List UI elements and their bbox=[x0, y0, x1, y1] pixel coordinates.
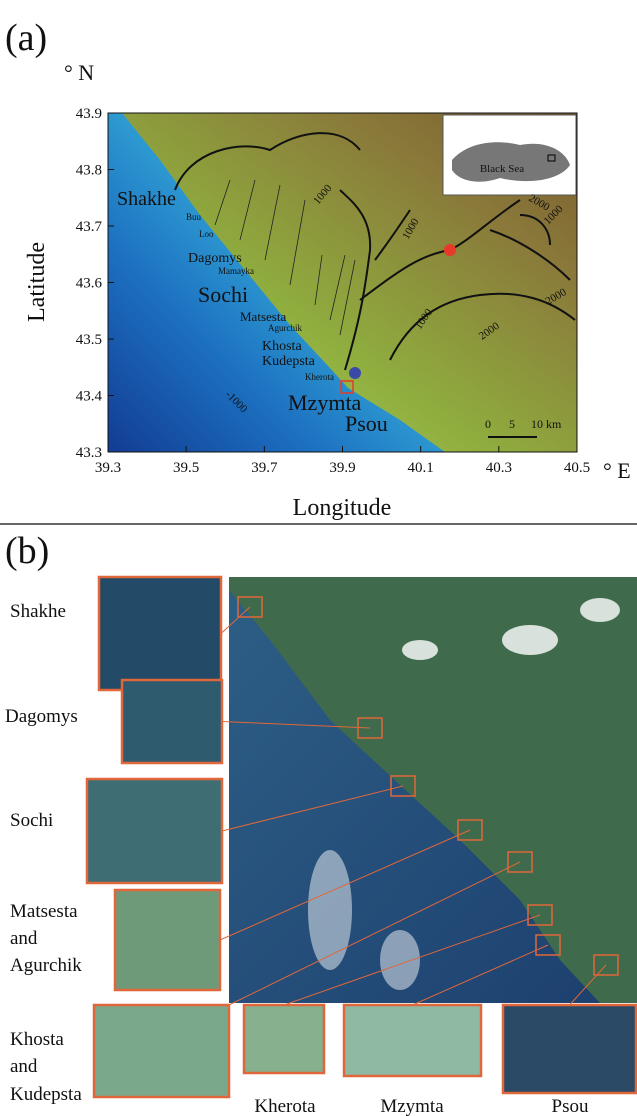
thumbnail-label: and bbox=[10, 1056, 38, 1077]
place-label: Agurchik bbox=[268, 323, 302, 333]
y-tick-label: 43.6 bbox=[76, 276, 103, 292]
place-label: Buu bbox=[186, 212, 202, 222]
x-tick-label: 40.1 bbox=[408, 460, 434, 476]
thumbnail-label: Agurchik bbox=[10, 955, 82, 976]
scale-label: 0 bbox=[485, 417, 491, 431]
thumbnail-label: Kudepsta bbox=[10, 1084, 82, 1105]
x-tick-label: 39.3 bbox=[95, 460, 121, 476]
thumbnail-label: Shakhe bbox=[10, 601, 66, 622]
y-axis-title: Latitude bbox=[24, 242, 50, 322]
inset-sea bbox=[452, 142, 570, 181]
x-tick-label: 39.5 bbox=[173, 460, 199, 476]
x-tick-label: 39.9 bbox=[329, 460, 355, 476]
x-axis-title: Longitude bbox=[293, 495, 392, 521]
place-label: Loo bbox=[199, 229, 214, 239]
figure: (a) ° N ° E Longitude Latitude Black Sea… bbox=[0, 0, 637, 1116]
thumbnail bbox=[122, 680, 222, 763]
inset-label: Black Sea bbox=[480, 163, 524, 175]
place-label: Psou bbox=[345, 411, 388, 436]
thumbnail-label: Kherota bbox=[254, 1096, 316, 1116]
place-label: Kudepsta bbox=[262, 354, 316, 369]
place-label: Shakhe bbox=[117, 188, 176, 210]
station-marker bbox=[444, 244, 456, 256]
x-tick-label: 40.3 bbox=[486, 460, 512, 476]
east-unit: ° E bbox=[603, 458, 631, 483]
thumbnail bbox=[115, 890, 220, 990]
thumbnail-label: Matsesta bbox=[10, 901, 78, 922]
place-label: Dagomys bbox=[188, 251, 242, 266]
thumbnail-label: Mzymta bbox=[380, 1096, 444, 1116]
panel-label: (b) bbox=[5, 530, 49, 572]
thumbnail-label: Dagomys bbox=[5, 706, 78, 727]
thumbnail-label: Sochi bbox=[10, 810, 53, 831]
x-tick-label: 39.7 bbox=[251, 460, 278, 476]
y-tick-label: 43.4 bbox=[76, 389, 103, 405]
thumbnail bbox=[87, 779, 222, 883]
thumbnail-label: Psou bbox=[552, 1096, 589, 1116]
place-label: Mamayka bbox=[218, 266, 254, 276]
scale-label: 5 bbox=[509, 417, 515, 431]
thumbnail bbox=[344, 1005, 481, 1076]
station-marker bbox=[349, 367, 361, 379]
thumbnail-label: and bbox=[10, 928, 38, 949]
y-tick-label: 43.9 bbox=[76, 106, 102, 122]
thumbnail bbox=[244, 1005, 324, 1073]
north-unit: ° N bbox=[64, 60, 94, 85]
x-tick-label: 40.5 bbox=[564, 460, 590, 476]
place-label: Khosta bbox=[262, 339, 302, 354]
place-label: Kherota bbox=[305, 372, 334, 382]
thumbnail bbox=[503, 1005, 636, 1093]
place-label: Matsesta bbox=[240, 309, 286, 324]
y-tick-label: 43.3 bbox=[76, 445, 102, 461]
y-tick-label: 43.7 bbox=[76, 219, 103, 235]
scale-label: 10 km bbox=[531, 417, 562, 431]
thumbnail bbox=[99, 577, 221, 690]
thumbnail-label: Khosta bbox=[10, 1029, 64, 1050]
y-tick-label: 43.8 bbox=[76, 163, 102, 179]
y-tick-label: 43.5 bbox=[76, 332, 102, 348]
panel-label: (a) bbox=[5, 17, 47, 59]
place-label: Sochi bbox=[198, 282, 248, 307]
thumbnail bbox=[94, 1005, 229, 1097]
